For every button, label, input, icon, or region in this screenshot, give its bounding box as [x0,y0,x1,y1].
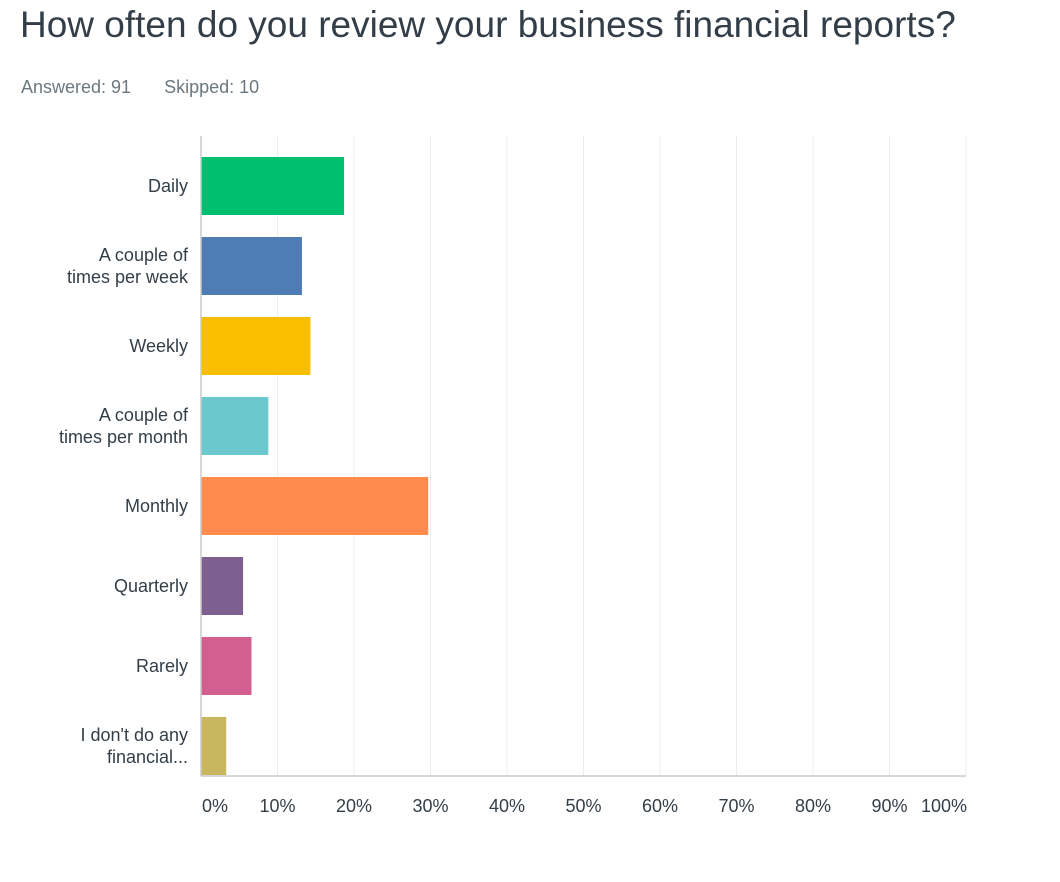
x-tick-label: 30% [412,796,448,816]
bar [201,477,429,535]
answered-count: Answered: 91 [21,77,132,97]
bar [201,637,252,695]
bar [201,557,244,615]
bar [201,397,269,455]
tick-labels: 0% 10% 20% 30% 40% 50% 60% 70% 80% 90% 100% [202,796,967,816]
x-tick-label: 20% [336,796,372,816]
x-tick-label: 50% [565,796,601,816]
x-tick-label: 90% [871,796,907,816]
question-title: How often do you review your business fi… [20,4,956,45]
x-tick-label: 80% [795,796,831,816]
skipped-count: Skipped: 10 [164,77,260,97]
category-label: A couple of times per month [59,405,189,447]
category-label: Weekly [129,336,188,356]
x-tick-label: 100% [921,796,967,816]
bars [201,157,429,775]
bar [201,157,345,215]
bar [201,237,302,295]
grid-lines [277,136,967,776]
category-label: Rarely [136,656,188,676]
bar [201,317,311,375]
category-label: Daily [148,176,188,196]
x-tick-label: 10% [259,796,295,816]
response-stats: Answered: 91 Skipped: 10 [21,77,287,98]
x-tick-label: 0% [202,796,228,816]
bar [201,717,227,775]
category-labels: Daily A couple of times per week Weekly A co… [59,176,189,767]
x-tick-label: 60% [642,796,678,816]
category-label: Quarterly [114,576,188,596]
category-label: I don't do any financial... [80,725,188,767]
category-label: Monthly [125,496,188,516]
axes [200,136,966,777]
x-tick-label: 70% [718,796,754,816]
category-label: A couple of times per week [67,245,189,287]
x-tick-label: 40% [489,796,525,816]
